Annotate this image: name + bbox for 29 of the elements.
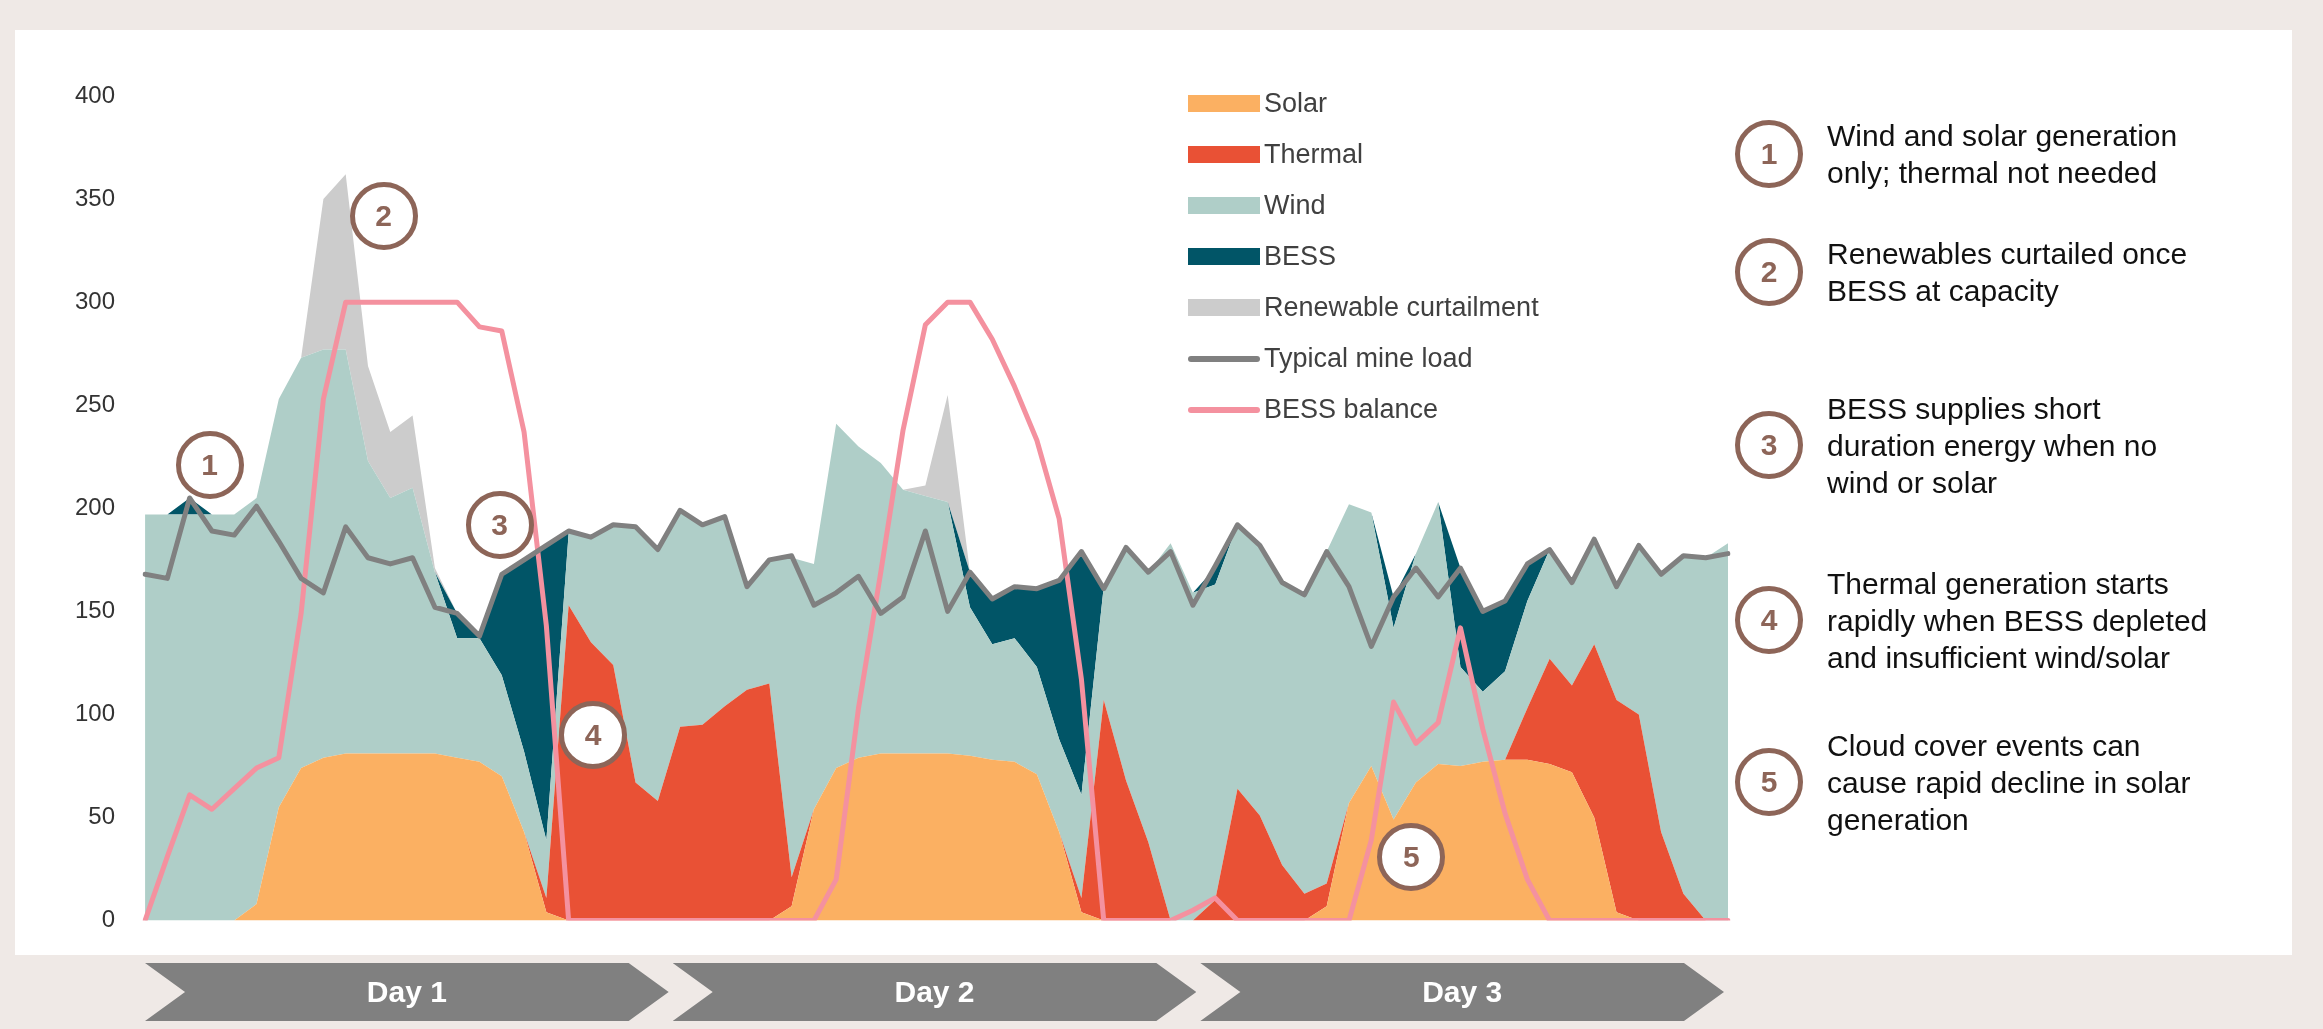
y-tick-label: 150 (75, 596, 116, 623)
legend-label: Wind (1264, 190, 1326, 221)
y-tick-label: 200 (75, 492, 116, 520)
text: Renewables curtailed once BESS at capacity (1827, 236, 2189, 309)
legend-label: BESS balance (1264, 394, 1439, 425)
annotation: 5 (1403, 839, 1420, 874)
text: BESS supplies short duration energy when no wind or solar (1827, 390, 2159, 501)
text: Day 1 (366, 975, 447, 1009)
text: Day 2 (894, 975, 975, 1009)
legend-label: BESS (1264, 241, 1337, 272)
annotation: 3 (491, 507, 508, 542)
annotation: 2 (375, 198, 392, 233)
annotation: 1 (201, 448, 219, 482)
text: Cloud cover events can cause rapid decline in solar generation (1827, 727, 2192, 838)
y-tick-label: 250 (75, 389, 116, 417)
y-tick-label: 400 (75, 80, 116, 108)
text: Wind and solar generation only; thermal not needed (1827, 118, 2179, 191)
legend-label: Thermal (1264, 139, 1364, 170)
y-tick-label: 100 (75, 699, 116, 727)
annotation: 4 (584, 718, 602, 753)
y-tick-label: 0 (101, 905, 116, 933)
y-tick-label: 50 (88, 802, 116, 830)
legend-label: Typical mine load (1264, 343, 1473, 374)
text: Day 3 (1422, 975, 1503, 1009)
legend-label: Solar (1264, 88, 1328, 119)
y-tick-label: 350 (75, 183, 116, 211)
y-tick-label: 300 (75, 286, 116, 314)
text: Thermal generation starts rapidly when BESS depleted and insufficient wind/solar (1827, 565, 2209, 676)
legend-label: Renewable curtailment (1264, 292, 1539, 323)
